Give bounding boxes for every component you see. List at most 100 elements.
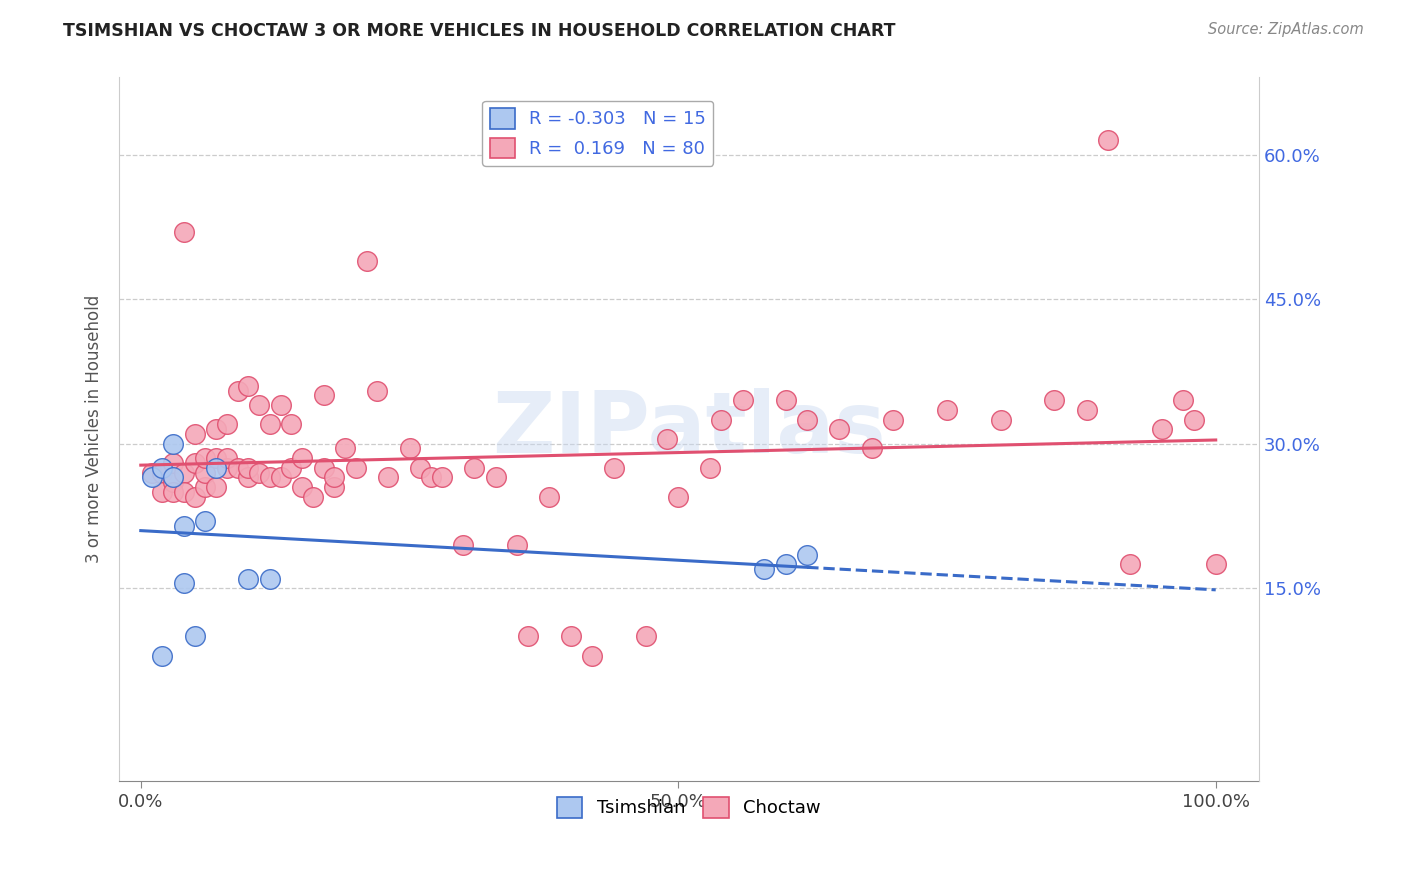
Point bbox=[226, 384, 249, 398]
Point bbox=[1043, 393, 1066, 408]
Point bbox=[463, 460, 485, 475]
Point bbox=[247, 398, 270, 412]
Point bbox=[150, 484, 173, 499]
Point bbox=[238, 379, 260, 393]
Point bbox=[162, 436, 184, 450]
Point bbox=[1076, 403, 1098, 417]
Point bbox=[1182, 412, 1205, 426]
Point bbox=[775, 393, 797, 408]
Point bbox=[173, 484, 195, 499]
Point bbox=[312, 460, 335, 475]
Point bbox=[194, 480, 217, 494]
Point bbox=[183, 456, 205, 470]
Point bbox=[796, 548, 818, 562]
Point bbox=[657, 432, 679, 446]
Point bbox=[775, 557, 797, 571]
Point bbox=[173, 225, 195, 239]
Point bbox=[270, 470, 292, 484]
Point bbox=[1173, 393, 1195, 408]
Point bbox=[323, 480, 346, 494]
Point bbox=[291, 451, 314, 466]
Point bbox=[150, 466, 173, 480]
Point bbox=[259, 572, 281, 586]
Point bbox=[194, 466, 217, 480]
Point bbox=[398, 442, 420, 456]
Point bbox=[333, 442, 356, 456]
Point bbox=[1097, 133, 1119, 147]
Point bbox=[1150, 422, 1173, 436]
Point bbox=[344, 460, 367, 475]
Point bbox=[356, 253, 378, 268]
Point bbox=[215, 417, 238, 432]
Point bbox=[238, 572, 260, 586]
Point bbox=[205, 451, 228, 466]
Point bbox=[603, 460, 626, 475]
Point bbox=[162, 475, 184, 490]
Point bbox=[238, 460, 260, 475]
Point bbox=[183, 629, 205, 643]
Point bbox=[420, 470, 443, 484]
Point bbox=[141, 470, 163, 484]
Point bbox=[173, 518, 195, 533]
Point bbox=[936, 403, 959, 417]
Point bbox=[183, 490, 205, 504]
Point bbox=[731, 393, 754, 408]
Point bbox=[162, 470, 184, 484]
Point bbox=[226, 460, 249, 475]
Point bbox=[710, 412, 733, 426]
Point bbox=[183, 427, 205, 442]
Point bbox=[634, 629, 657, 643]
Point bbox=[238, 470, 260, 484]
Point bbox=[247, 466, 270, 480]
Point bbox=[581, 648, 603, 663]
Point bbox=[215, 451, 238, 466]
Point bbox=[377, 470, 399, 484]
Point bbox=[484, 470, 506, 484]
Point bbox=[990, 412, 1012, 426]
Point bbox=[291, 480, 314, 494]
Point bbox=[828, 422, 851, 436]
Point bbox=[205, 460, 228, 475]
Point bbox=[506, 538, 529, 552]
Point bbox=[323, 470, 346, 484]
Legend: Tsimshian, Choctaw: Tsimshian, Choctaw bbox=[550, 789, 828, 825]
Point bbox=[1205, 557, 1227, 571]
Point bbox=[194, 451, 217, 466]
Point bbox=[150, 460, 173, 475]
Point bbox=[860, 442, 883, 456]
Point bbox=[194, 514, 217, 528]
Point bbox=[882, 412, 904, 426]
Point bbox=[312, 388, 335, 402]
Point bbox=[366, 384, 388, 398]
Point bbox=[141, 466, 163, 480]
Point bbox=[516, 629, 538, 643]
Point bbox=[666, 490, 689, 504]
Point bbox=[409, 460, 432, 475]
Point bbox=[162, 456, 184, 470]
Point bbox=[173, 576, 195, 591]
Point bbox=[270, 398, 292, 412]
Point bbox=[796, 412, 818, 426]
Point bbox=[451, 538, 474, 552]
Point bbox=[538, 490, 561, 504]
Point bbox=[280, 417, 302, 432]
Point bbox=[259, 470, 281, 484]
Point bbox=[430, 470, 453, 484]
Point bbox=[162, 484, 184, 499]
Point bbox=[215, 460, 238, 475]
Point bbox=[280, 460, 302, 475]
Y-axis label: 3 or more Vehicles in Household: 3 or more Vehicles in Household bbox=[86, 295, 103, 564]
Point bbox=[150, 648, 173, 663]
Point bbox=[754, 562, 776, 576]
Point bbox=[301, 490, 323, 504]
Point bbox=[205, 422, 228, 436]
Point bbox=[173, 466, 195, 480]
Point bbox=[259, 417, 281, 432]
Text: ZIPatlas: ZIPatlas bbox=[492, 388, 886, 471]
Text: Source: ZipAtlas.com: Source: ZipAtlas.com bbox=[1208, 22, 1364, 37]
Point bbox=[560, 629, 582, 643]
Text: TSIMSHIAN VS CHOCTAW 3 OR MORE VEHICLES IN HOUSEHOLD CORRELATION CHART: TSIMSHIAN VS CHOCTAW 3 OR MORE VEHICLES … bbox=[63, 22, 896, 40]
Point bbox=[1118, 557, 1140, 571]
Point bbox=[699, 460, 721, 475]
Point bbox=[205, 480, 228, 494]
